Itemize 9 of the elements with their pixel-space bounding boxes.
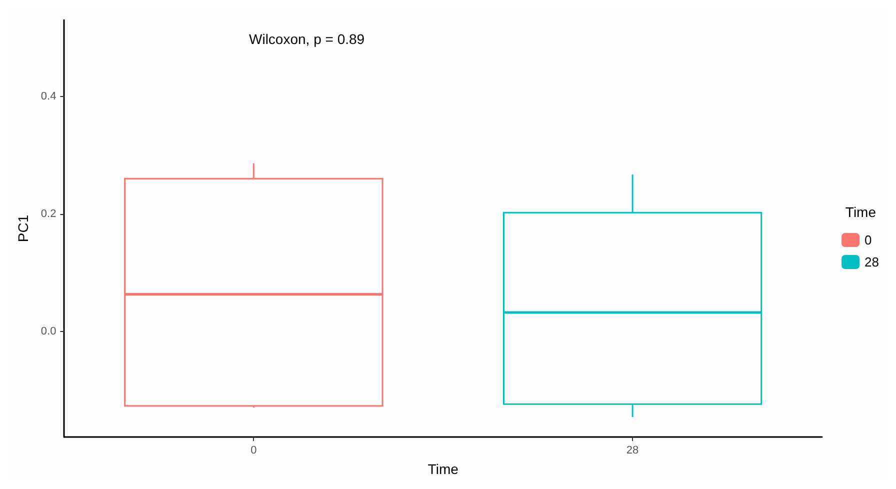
annotation: Wilcoxon, p = 0.89 xyxy=(249,31,365,47)
y-tick-label: 0.0 xyxy=(40,325,56,338)
legend-label: 0 xyxy=(864,232,872,248)
y-tick-label: 0.4 xyxy=(40,90,56,102)
y-axis-title: PC1 xyxy=(15,214,31,242)
legend-label: 28 xyxy=(864,254,880,270)
y-tick-label: 0.2 xyxy=(40,208,56,220)
legend-title: Time xyxy=(845,204,876,220)
x-axis-title: Time xyxy=(428,461,459,477)
